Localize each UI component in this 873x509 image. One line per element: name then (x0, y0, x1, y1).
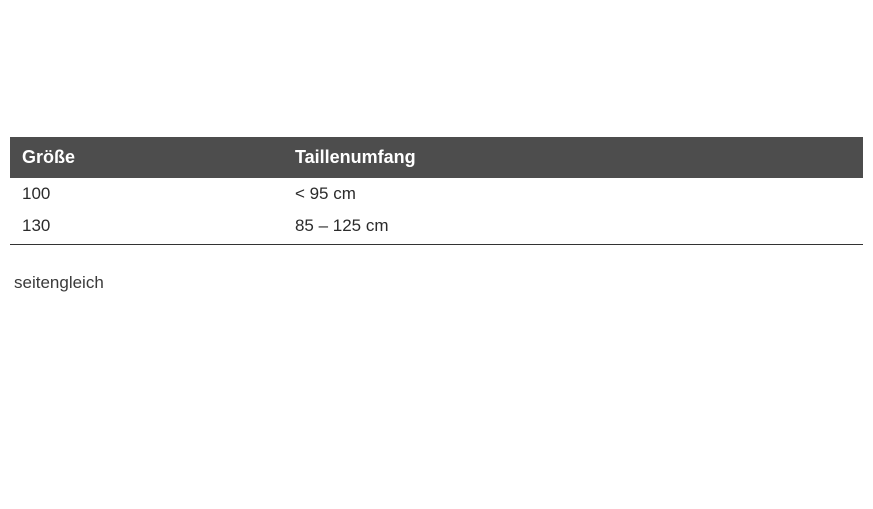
column-header-size: Größe (10, 137, 283, 178)
cell-waist: < 95 cm (283, 178, 863, 210)
cell-waist: 85 – 125 cm (283, 210, 863, 245)
note-text: seitengleich (10, 273, 863, 293)
table-row: 100 < 95 cm (10, 178, 863, 210)
cell-size: 100 (10, 178, 283, 210)
cell-size: 130 (10, 210, 283, 245)
size-table: Größe Taillenumfang 100 < 95 cm 130 85 –… (10, 137, 863, 245)
column-header-waist: Taillenumfang (283, 137, 863, 178)
table-header-row: Größe Taillenumfang (10, 137, 863, 178)
table-row: 130 85 – 125 cm (10, 210, 863, 245)
